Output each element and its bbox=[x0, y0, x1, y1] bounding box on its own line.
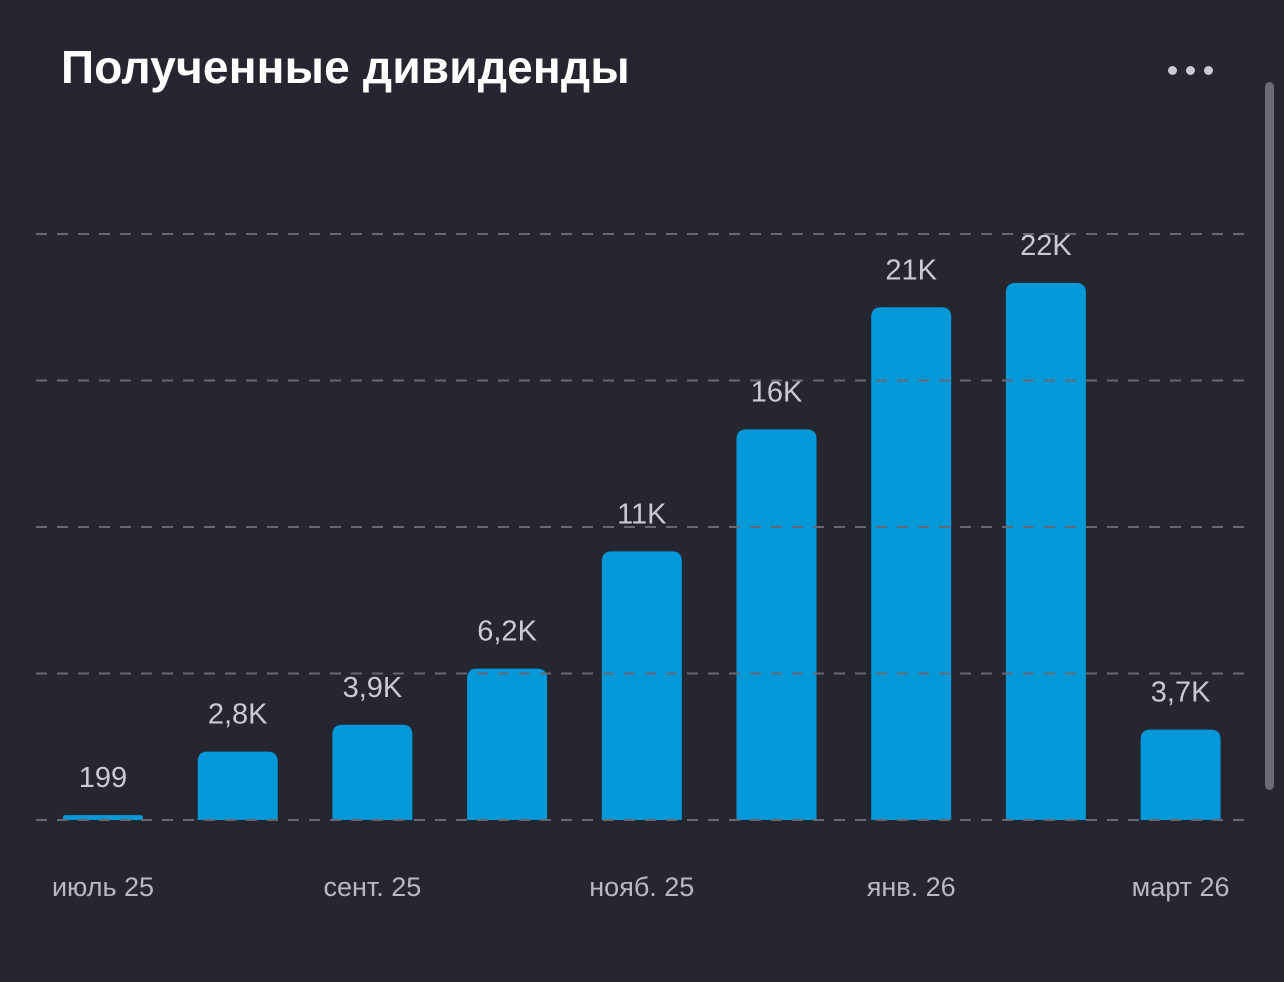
bar bbox=[332, 724, 413, 820]
bar-value-label: 199 bbox=[79, 762, 127, 794]
scrollbar[interactable] bbox=[1265, 82, 1274, 790]
bar-value-label: 16K bbox=[751, 376, 803, 408]
more-dot bbox=[1185, 65, 1195, 75]
bar bbox=[63, 815, 143, 820]
chart-title: Полученные дивиденды bbox=[61, 41, 630, 93]
bar bbox=[736, 429, 817, 820]
bar bbox=[1140, 729, 1221, 820]
x-tick-label: янв. 26 bbox=[867, 872, 956, 902]
bar-value-label: 3,9K bbox=[343, 672, 403, 704]
more-options-icon[interactable] bbox=[1156, 56, 1224, 84]
bar-value-label: 6,2K bbox=[477, 616, 537, 648]
more-dot bbox=[1203, 65, 1213, 75]
bar bbox=[871, 307, 952, 820]
bar-value-label: 21K bbox=[885, 254, 937, 286]
bar-value-label: 3,7K bbox=[1151, 677, 1211, 709]
bar bbox=[467, 668, 548, 820]
bar bbox=[601, 551, 682, 820]
x-tick-label: март 26 bbox=[1132, 872, 1230, 902]
bar-value-label: 2,8K bbox=[208, 699, 268, 731]
x-tick-label: нояб. 25 bbox=[589, 872, 694, 902]
x-tick-label: июль 25 bbox=[52, 872, 154, 902]
bar-value-label: 11K bbox=[617, 498, 667, 530]
x-tick-label: сент. 25 bbox=[323, 872, 421, 902]
bar bbox=[1005, 282, 1086, 820]
bar-value-label: 22K bbox=[1020, 230, 1072, 262]
more-dot bbox=[1167, 65, 1177, 75]
bar bbox=[197, 751, 278, 820]
